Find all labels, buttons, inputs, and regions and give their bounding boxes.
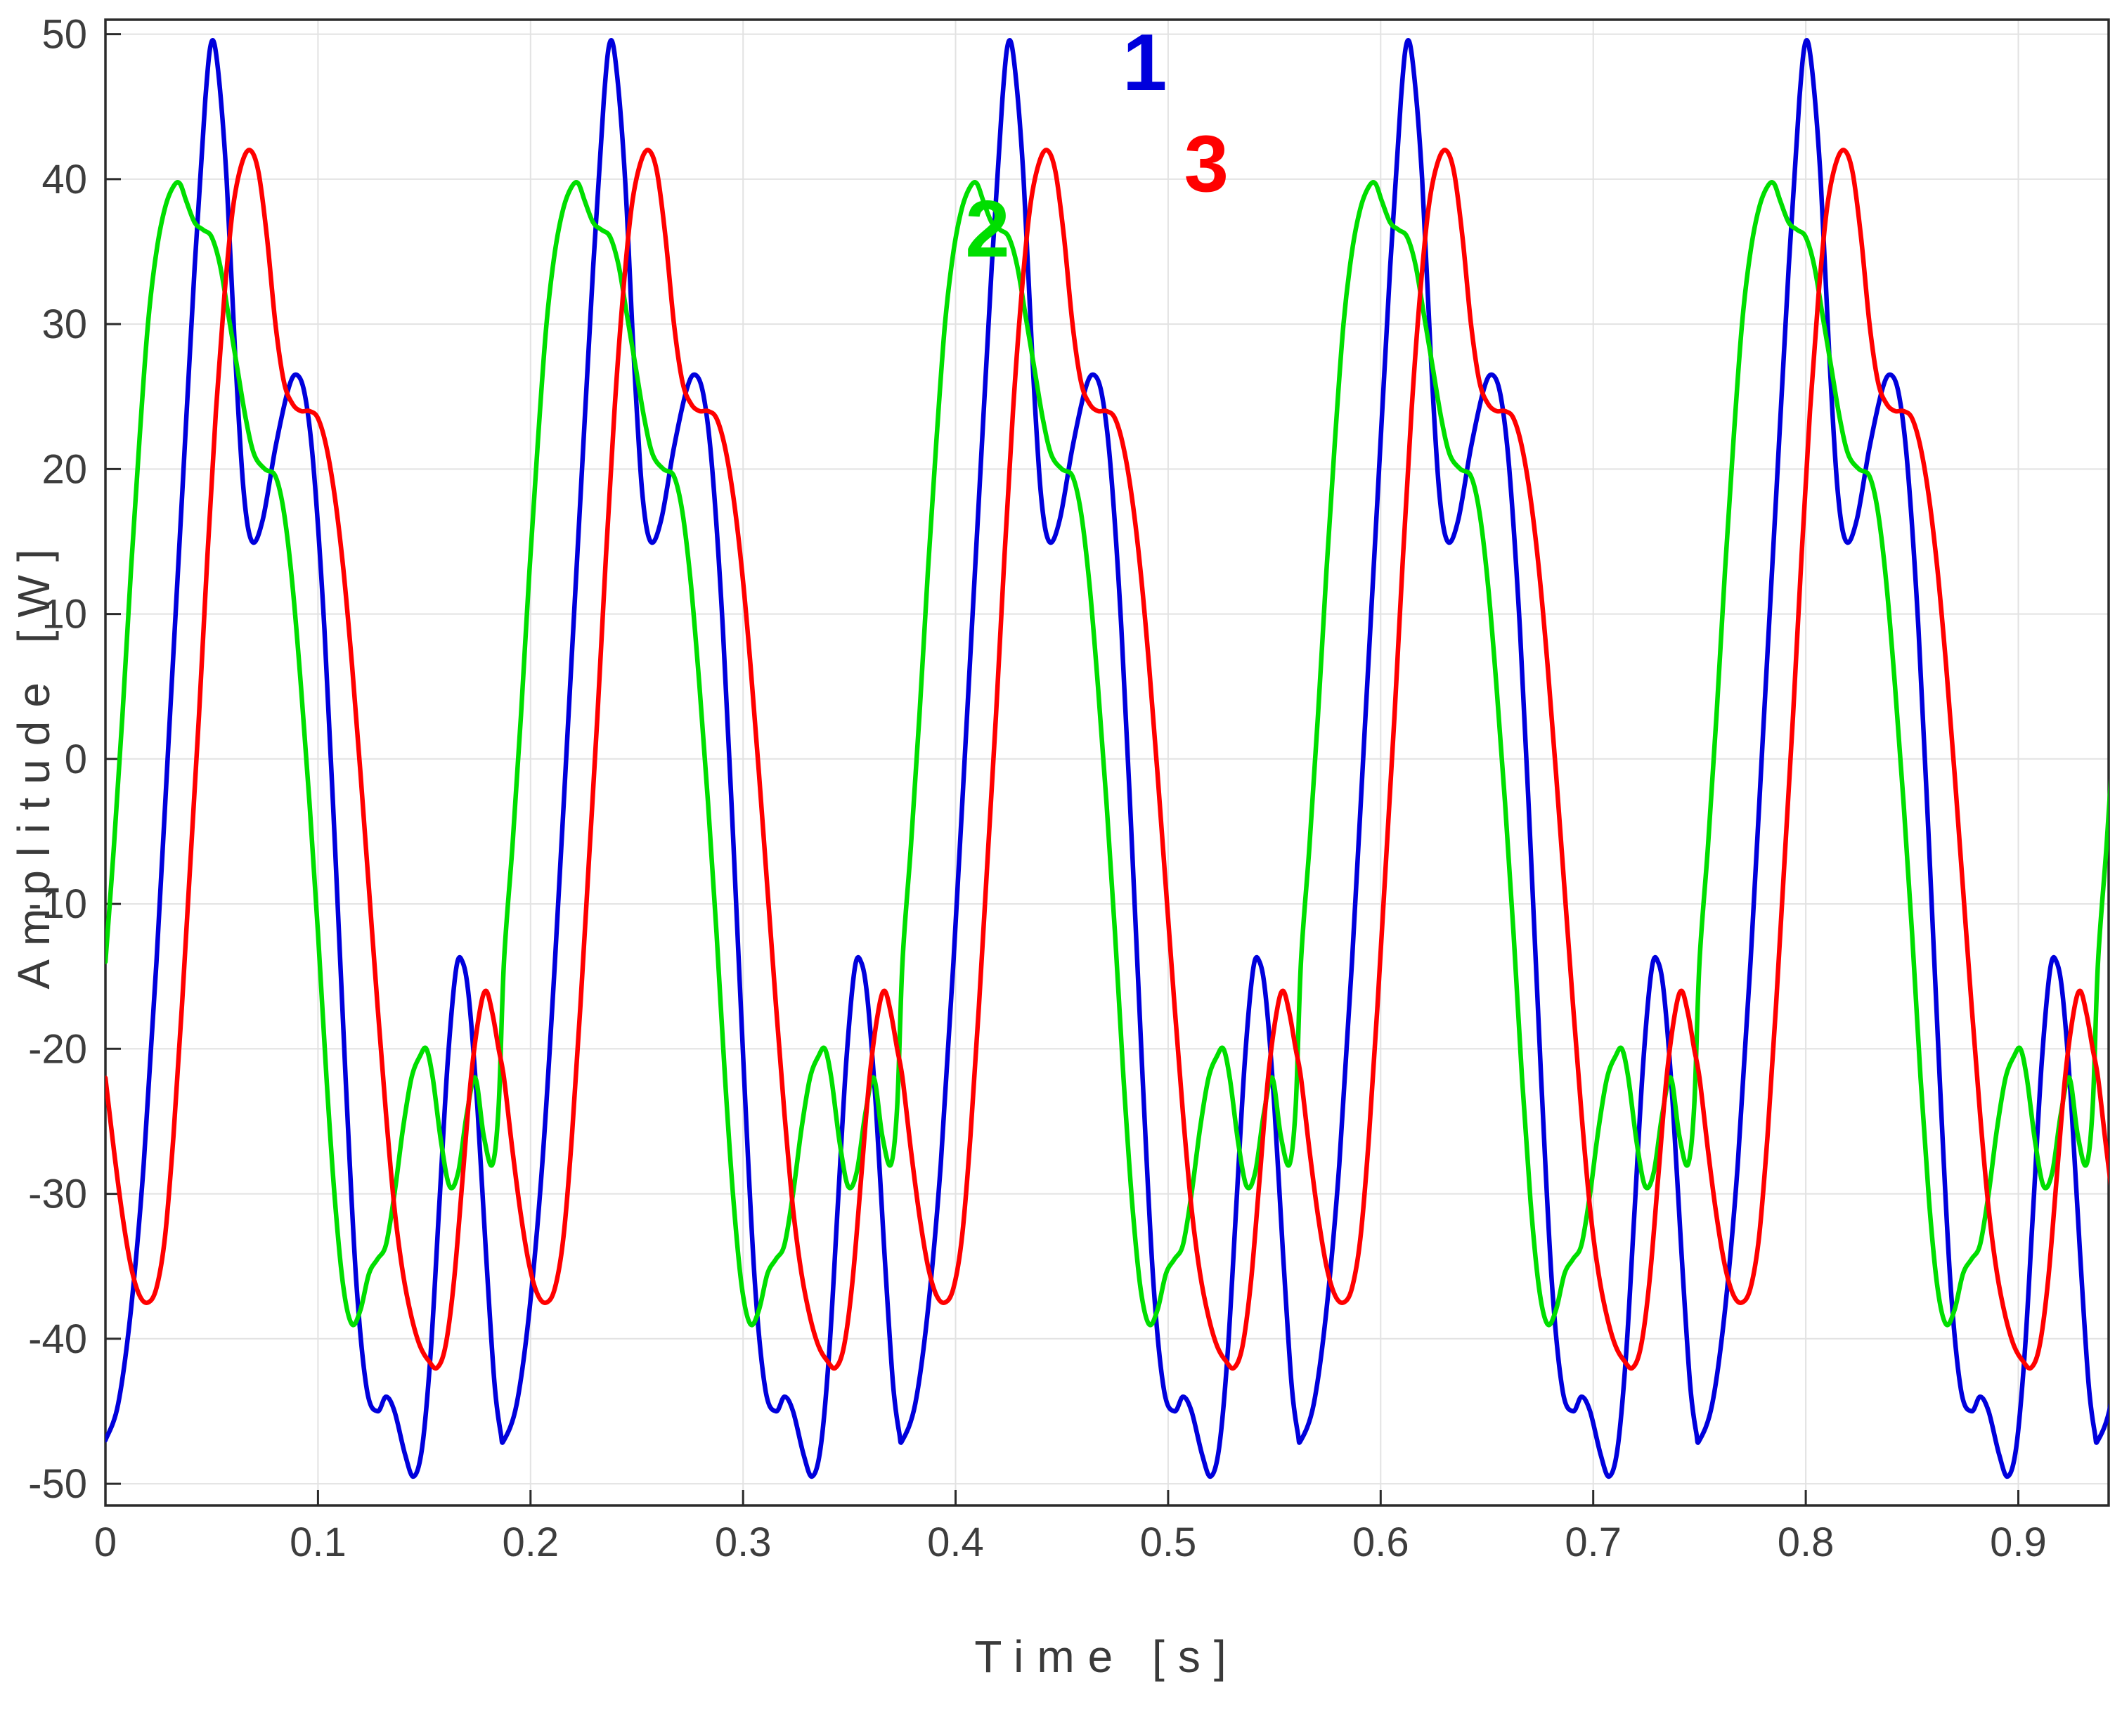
x-tick-label: 0.7 (1565, 1520, 1622, 1565)
x-tick-label: 0.1 (290, 1520, 347, 1565)
x-tick-label: 0.9 (1990, 1520, 2047, 1565)
y-tick-label: -40 (28, 1316, 87, 1362)
series-1-label: 1 (1122, 18, 1167, 108)
x-tick-label: 0.5 (1140, 1520, 1197, 1565)
y-axis-label: Amplitude [W] (8, 536, 59, 990)
x-tick-label: 0.6 (1352, 1520, 1409, 1565)
series-1-curve (105, 38, 2109, 1479)
y-tick-label: 30 (41, 302, 87, 347)
x-tick-label: 0.2 (502, 1520, 559, 1565)
y-tick-label: -20 (28, 1026, 87, 1072)
axes-box (104, 18, 2110, 1507)
y-tick-label: -30 (28, 1172, 87, 1217)
series-3-label: 3 (1184, 119, 1229, 209)
y-tick-label: 20 (41, 446, 87, 492)
series-2-label: 2 (965, 185, 1010, 275)
y-tick-label: 10 (41, 592, 87, 637)
y-tick-label: 40 (41, 157, 87, 202)
y-tick-label: 50 (41, 12, 87, 58)
y-tick-label: -50 (28, 1461, 87, 1507)
series-3-curve (105, 148, 2109, 1371)
x-tick-label: 0.8 (1778, 1520, 1835, 1565)
x-tick-label: 0.4 (927, 1520, 984, 1565)
y-tick-label: 0 (65, 737, 87, 782)
x-tick-label: 0.3 (715, 1520, 772, 1565)
x-axis-label: Time [s] (974, 1631, 1240, 1682)
series-2-curve (105, 180, 2109, 1328)
x-tick-label: 0 (94, 1520, 117, 1565)
y-tick-label: -10 (28, 881, 87, 927)
curves-layer (105, 38, 2109, 1479)
